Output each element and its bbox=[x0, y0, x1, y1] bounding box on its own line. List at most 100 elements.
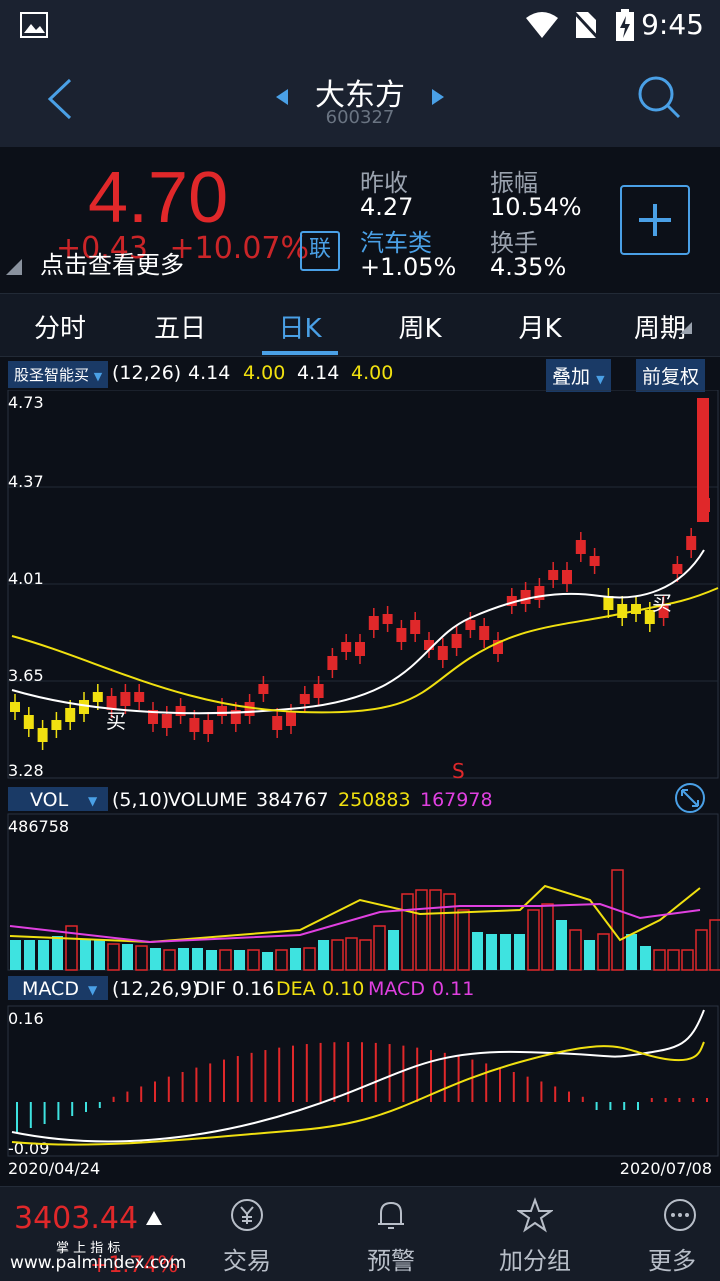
macd-selector[interactable] bbox=[8, 976, 108, 1000]
macd-bar bbox=[126, 1091, 129, 1102]
volume-bar bbox=[626, 934, 637, 970]
volume-bar bbox=[219, 949, 232, 971]
battery-icon bbox=[616, 9, 634, 41]
candle-body bbox=[382, 614, 393, 624]
volume-bar bbox=[556, 920, 567, 970]
volume-bar bbox=[247, 949, 260, 971]
linked-badge[interactable]: 联 bbox=[300, 231, 340, 271]
volume-bar bbox=[206, 950, 217, 970]
candle-body bbox=[10, 702, 20, 712]
candle-body bbox=[51, 720, 62, 730]
macd-bar bbox=[581, 1096, 584, 1102]
volume-bar bbox=[597, 933, 610, 971]
macd-bar bbox=[650, 1098, 653, 1102]
next-stock-icon[interactable] bbox=[430, 88, 446, 106]
tab-period[interactable]: 周期 bbox=[633, 314, 686, 344]
add-watchlist-button[interactable] bbox=[620, 185, 690, 255]
y-tick: 3.28 bbox=[8, 761, 44, 780]
chevron-down-icon: ▼ bbox=[596, 373, 605, 386]
prev-stock-icon[interactable] bbox=[274, 88, 290, 106]
y-tick: 4.73 bbox=[8, 393, 44, 412]
start-date: 2020/04/24 bbox=[8, 1159, 100, 1178]
macd-bar bbox=[416, 1047, 419, 1102]
macd-bar bbox=[223, 1059, 225, 1102]
end-date: 2020/07/08 bbox=[620, 1159, 712, 1178]
kline-chart[interactable]: 4.73 4.37 4.01 3.65 3.28 买 买 S VOL ▼ (5,… bbox=[0, 390, 720, 1180]
volume-bar bbox=[486, 934, 497, 970]
chevron-down-icon: ▼ bbox=[93, 370, 103, 383]
candle-body bbox=[603, 596, 614, 610]
volume-bar bbox=[122, 944, 133, 970]
volume-bar bbox=[135, 945, 148, 971]
macd-bar bbox=[637, 1102, 639, 1110]
vol-selector[interactable] bbox=[8, 787, 108, 811]
tab-intraday[interactable]: 分时 bbox=[33, 314, 86, 344]
macd-bar bbox=[29, 1102, 32, 1128]
chevron-down-icon: ▼ bbox=[88, 794, 98, 808]
volume-bar bbox=[653, 949, 666, 971]
candle-body bbox=[272, 716, 283, 730]
macd-label: MACD bbox=[22, 978, 79, 1000]
back-icon[interactable] bbox=[44, 76, 76, 122]
nav-add-group[interactable]: 加分组 bbox=[480, 1197, 590, 1276]
dea-label: DEA bbox=[276, 978, 316, 1000]
tab-five-day[interactable]: 五日 bbox=[153, 314, 206, 344]
period-dropdown-icon[interactable] bbox=[680, 322, 692, 334]
macd-top-tick: 0.16 bbox=[8, 1009, 44, 1028]
watermark: www.palmindex.com bbox=[10, 1253, 187, 1273]
volume-bar bbox=[667, 949, 680, 971]
tab-daily-k[interactable]: 日K bbox=[278, 314, 322, 344]
candle-body bbox=[672, 564, 683, 574]
volume-bar bbox=[443, 893, 456, 971]
volume-bar bbox=[38, 940, 49, 970]
nav-alert[interactable]: 预警 bbox=[336, 1197, 446, 1276]
candle-body bbox=[217, 706, 227, 716]
index-value[interactable]: 3403.44 bbox=[14, 1201, 139, 1236]
turnover-value: 4.35% bbox=[490, 253, 567, 281]
candle-body bbox=[258, 684, 269, 694]
macd-bar bbox=[154, 1081, 156, 1102]
prev-close-label: 昨收 bbox=[360, 169, 408, 197]
macd-bar bbox=[181, 1072, 184, 1102]
nav-more[interactable]: 更多 bbox=[624, 1197, 720, 1276]
vol-name: VOLUME bbox=[168, 789, 248, 811]
macd-bar bbox=[195, 1067, 198, 1102]
candle-body bbox=[244, 702, 255, 716]
prev-close-value: 4.27 bbox=[360, 193, 414, 221]
wifi-icon bbox=[526, 12, 558, 38]
dif-label: DIF bbox=[195, 978, 226, 1000]
bell-icon bbox=[378, 1201, 404, 1229]
plus-icon bbox=[639, 204, 671, 236]
expand-icon[interactable] bbox=[675, 783, 705, 813]
macd-bar bbox=[250, 1052, 253, 1102]
amplitude-label: 振幅 bbox=[490, 169, 538, 197]
indicator-v2: 4.00 bbox=[243, 362, 286, 384]
no-sim-icon bbox=[572, 10, 598, 40]
macd-frame bbox=[7, 1005, 719, 1157]
candle-body bbox=[520, 590, 531, 604]
view-more-hint[interactable]: 点击查看更多 bbox=[40, 251, 184, 279]
macd-bar bbox=[85, 1102, 87, 1112]
search-icon[interactable] bbox=[636, 74, 682, 120]
sector-label[interactable]: 汽车类 bbox=[360, 229, 432, 257]
nav-trade[interactable]: 交易 bbox=[192, 1197, 302, 1276]
macd-bar bbox=[278, 1047, 281, 1102]
amplitude-value: 10.54% bbox=[490, 193, 582, 221]
overlay-button[interactable]: 叠加 ▼ bbox=[546, 359, 611, 392]
adjust-button[interactable]: 前复权 bbox=[636, 359, 706, 392]
y-tick: 4.37 bbox=[8, 472, 44, 491]
corner-triangle-icon bbox=[6, 259, 22, 275]
volume-bar bbox=[373, 925, 386, 971]
candle-body bbox=[644, 610, 655, 624]
candle-body bbox=[424, 640, 434, 650]
tab-monthly-k[interactable]: 月K bbox=[518, 314, 562, 344]
candles bbox=[10, 398, 710, 750]
quote-panel[interactable]: 4.70 +0.43 +10.07% 点击查看更多 联 昨收 4.27 汽车类 … bbox=[0, 147, 720, 293]
volume-bar bbox=[401, 893, 414, 971]
tab-weekly-k[interactable]: 周K bbox=[398, 314, 442, 344]
indicator-selector[interactable]: 股圣智能买 ▼ bbox=[8, 361, 109, 388]
volume-bar bbox=[52, 936, 63, 970]
vol-max-tick: 486758 bbox=[8, 817, 69, 836]
period-tabs: 分时 五日 日K 周K 月K 周期 bbox=[0, 293, 720, 357]
volume-bar bbox=[472, 932, 483, 970]
